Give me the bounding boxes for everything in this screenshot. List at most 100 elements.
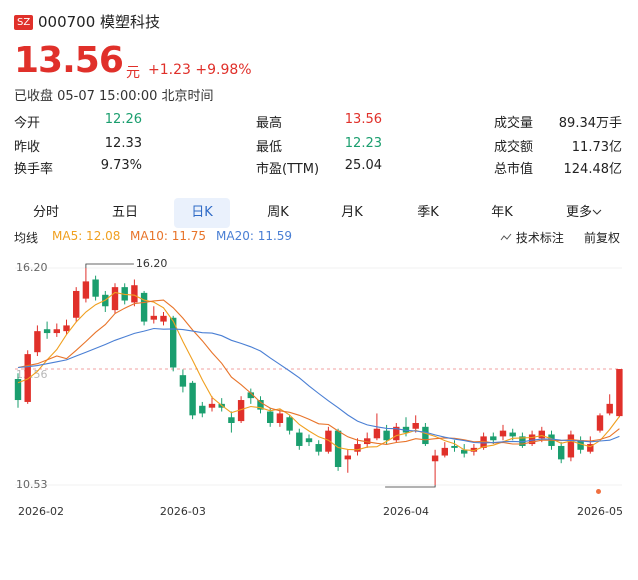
- candle-body: [587, 444, 594, 452]
- candle-body: [412, 423, 419, 429]
- max-pointer: [85, 263, 134, 268]
- reference-label: 13.56: [16, 368, 48, 381]
- candle-body: [315, 444, 322, 452]
- candle-body: [393, 426, 400, 441]
- candle-body: [606, 403, 613, 414]
- stat-value: 12.26: [104, 112, 142, 127]
- stat-value: 89.34万手: [558, 116, 622, 131]
- stat-label: 总市值: [494, 162, 534, 177]
- ma-line: [17, 327, 620, 444]
- stat-label: 成交额: [494, 140, 534, 155]
- candle-body: [490, 436, 497, 441]
- tab[interactable]: 年K: [491, 205, 513, 220]
- candle-body: [53, 329, 60, 334]
- tool-adjust[interactable]: 前复权: [584, 231, 621, 245]
- stat-value: 12.23: [344, 136, 382, 151]
- stat-value: 13.56: [344, 112, 382, 127]
- candle-body: [364, 438, 371, 445]
- candle-body: [354, 444, 361, 452]
- candle-body: [14, 378, 22, 401]
- candle-body: [43, 329, 51, 334]
- candle-body: [558, 445, 565, 460]
- candle-body: [73, 290, 80, 318]
- tab[interactable]: 分时: [32, 205, 59, 220]
- stat-value: 11.73亿: [571, 140, 622, 155]
- y-tick-label: 10.53: [16, 478, 48, 491]
- candle-body: [509, 432, 516, 437]
- legend-entry: MA20: 11.59: [216, 229, 293, 243]
- candle-body: [431, 455, 439, 462]
- candle-body: [208, 403, 216, 408]
- candle-body: [480, 436, 487, 448]
- stat-label: 换手率: [14, 162, 54, 177]
- candle-body: [528, 434, 536, 445]
- stat-label: 成交量: [494, 116, 534, 131]
- tab[interactable]: 五日: [111, 205, 138, 220]
- change-abs: +1.23: [148, 62, 191, 78]
- ma-title: 均线: [14, 231, 39, 245]
- tab[interactable]: 月K: [341, 205, 363, 220]
- candle-body: [451, 445, 458, 448]
- candle-body: [63, 325, 70, 332]
- candle-body: [228, 417, 235, 423]
- stat-label: 最低: [256, 140, 283, 155]
- tab[interactable]: 日K: [174, 198, 230, 228]
- change-pct: +9.98%: [195, 62, 252, 78]
- candle-body: [334, 430, 342, 468]
- candle-body: [140, 292, 148, 322]
- candle-body: [596, 415, 604, 431]
- tab[interactable]: 周K: [267, 205, 289, 220]
- candle-body: [383, 430, 390, 441]
- ma-line: [17, 291, 620, 452]
- marker-dot: [596, 489, 601, 494]
- candle-body: [499, 430, 507, 437]
- candle-body: [548, 434, 555, 446]
- candle-body: [150, 315, 157, 320]
- candle-body: [305, 438, 313, 443]
- candle-body: [344, 455, 351, 460]
- candle-body: [286, 417, 293, 431]
- x-tick-label: 2026-03: [160, 505, 206, 518]
- max-label: 16.20: [136, 257, 168, 270]
- candle-body: [257, 400, 264, 410]
- candle-body: [189, 382, 196, 416]
- candle-body: [179, 375, 187, 387]
- min-pointer: [385, 485, 436, 488]
- candle-body: [102, 294, 109, 307]
- tool-label: 技术标注: [515, 231, 564, 245]
- stat-value: 124.48亿: [563, 162, 623, 177]
- candle-body: [267, 411, 274, 423]
- change: +1.23 +9.98%: [148, 62, 252, 78]
- candle-body: [170, 317, 177, 368]
- unit: 元: [126, 65, 140, 81]
- stat-value: 9.73%: [100, 158, 142, 173]
- chevron: [592, 209, 602, 215]
- candle-body: [34, 331, 41, 353]
- tool-annotate[interactable]: 技术标注: [500, 229, 564, 246]
- candle-body: [519, 436, 526, 446]
- x-tick-label: 2026-05: [577, 505, 623, 518]
- candle-body: [111, 287, 119, 311]
- status: 已收盘 05-07 15:00:00 北京时间: [14, 89, 214, 104]
- stock-name: 模塑科技: [100, 13, 161, 31]
- stat-value: 12.33: [104, 136, 142, 151]
- candle-body: [24, 354, 31, 402]
- stat-value: 25.04: [344, 158, 382, 173]
- candle-body: [276, 413, 284, 423]
- code: 000700: [38, 13, 96, 31]
- x-tick-label: 2026-04: [383, 505, 429, 518]
- tab[interactable]: 更多: [556, 198, 612, 228]
- candle-body: [567, 434, 575, 458]
- stat-label: 市盈(TTM): [256, 162, 320, 177]
- candle-body: [247, 392, 254, 399]
- candle-body: [160, 315, 167, 322]
- candle-body: [237, 400, 245, 422]
- ma-line: [17, 299, 620, 445]
- stat-label: 最高: [256, 116, 283, 131]
- annotate-icon: [500, 233, 512, 241]
- tab[interactable]: 季K: [417, 205, 439, 220]
- stat-label: 昨收: [14, 140, 41, 155]
- candle-body: [577, 440, 584, 450]
- legend-entry: MA10: 11.75: [130, 229, 207, 243]
